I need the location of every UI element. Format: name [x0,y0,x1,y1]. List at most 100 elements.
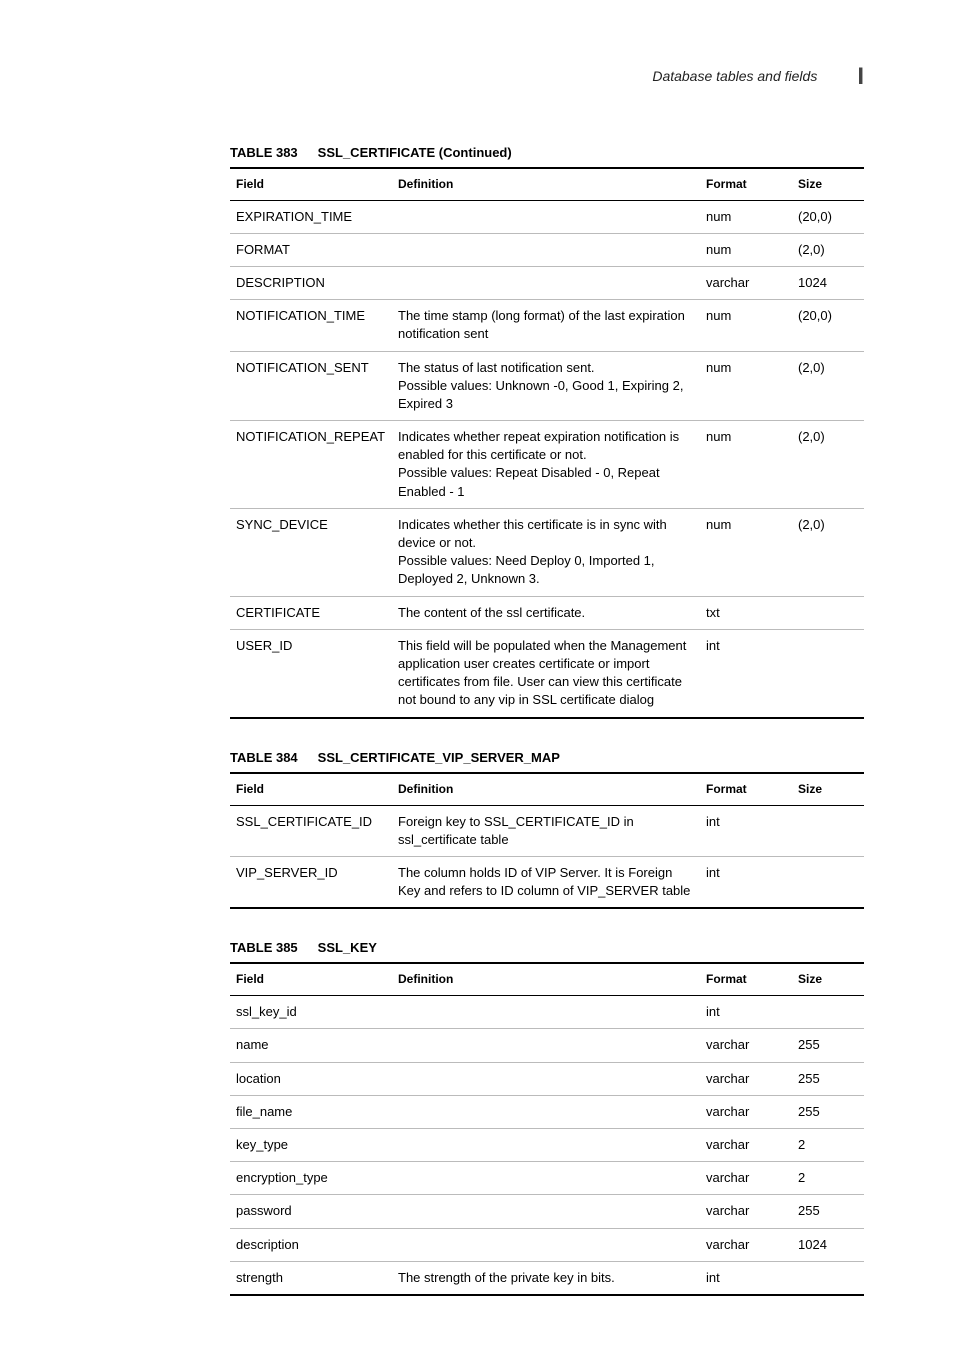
cell-size [792,629,864,717]
table-number: TABLE 385 [230,940,298,955]
cell-field: USER_ID [230,629,392,717]
table-row: NOTIFICATION_TIMEThe time stamp (long fo… [230,300,864,351]
page-header: Database tables and fields I [230,60,864,94]
cell-size: 255 [792,1095,864,1128]
table-number: TABLE 384 [230,750,298,765]
cell-field: key_type [230,1128,392,1161]
cell-definition [392,1162,700,1195]
column-header-field: Field [230,963,392,995]
cell-format: int [700,856,792,908]
cell-definition: Indicates whether repeat expiration noti… [392,421,700,509]
cell-field: location [230,1062,392,1095]
cell-format: varchar [700,1162,792,1195]
cell-field: ssl_key_id [230,996,392,1029]
cell-size: 2 [792,1128,864,1161]
cell-format: int [700,1261,792,1295]
cell-field: password [230,1195,392,1228]
cell-definition: The content of the ssl certificate. [392,596,700,629]
cell-size: 1024 [792,1228,864,1261]
cell-definition [392,200,700,233]
table-row: SSL_CERTIFICATE_IDForeign key to SSL_CER… [230,805,864,856]
table-row: EXPIRATION_TIMEnum(20,0) [230,200,864,233]
table-row: description varchar1024 [230,1228,864,1261]
cell-size [792,805,864,856]
table-row: FORMATnum(2,0) [230,233,864,266]
table-caption: TABLE 385 SSL_KEY [230,939,864,957]
cell-field: description [230,1228,392,1261]
cell-size: 1024 [792,266,864,299]
table-row: strengthThe strength of the private key … [230,1261,864,1295]
cell-format: varchar [700,1062,792,1095]
cell-definition: This field will be populated when the Ma… [392,629,700,717]
cell-size: 255 [792,1062,864,1095]
table-row: SYNC_DEVICEIndicates whether this certif… [230,508,864,596]
table-caption: TABLE 384 SSL_CERTIFICATE_VIP_SERVER_MAP [230,749,864,767]
db-table: FieldDefinitionFormatSizessl_key_idintna… [230,962,864,1295]
cell-definition: The column holds ID of VIP Server. It is… [392,856,700,908]
cell-size: (2,0) [792,351,864,421]
cell-field: CERTIFICATE [230,596,392,629]
cell-field: SSL_CERTIFICATE_ID [230,805,392,856]
table-number: TABLE 383 [230,145,298,160]
cell-size [792,996,864,1029]
cell-format: num [700,233,792,266]
column-header-field: Field [230,773,392,805]
table-row: NOTIFICATION_SENTThe status of last noti… [230,351,864,421]
cell-field: VIP_SERVER_ID [230,856,392,908]
cell-size [792,856,864,908]
table-row: file_namevarchar255 [230,1095,864,1128]
table-row: VIP_SERVER_IDThe column holds ID of VIP … [230,856,864,908]
table-row: encryption_type varchar2 [230,1162,864,1195]
db-table: FieldDefinitionFormatSizeEXPIRATION_TIME… [230,167,864,719]
column-header-format: Format [700,168,792,200]
cell-format: int [700,805,792,856]
column-header-field: Field [230,168,392,200]
cell-format: varchar [700,1128,792,1161]
cell-format: varchar [700,1029,792,1062]
cell-definition: Foreign key to SSL_CERTIFICATE_ID in ssl… [392,805,700,856]
db-table: FieldDefinitionFormatSizeSSL_CERTIFICATE… [230,772,864,910]
column-header-format: Format [700,773,792,805]
cell-size: 255 [792,1029,864,1062]
cell-size: (20,0) [792,300,864,351]
cell-field: name [230,1029,392,1062]
cell-format: num [700,421,792,509]
column-header-size: Size [792,963,864,995]
cell-format: int [700,996,792,1029]
table-caption: TABLE 383SSL_CERTIFICATE (Continued) [230,144,864,162]
cell-size: (2,0) [792,421,864,509]
cell-size [792,596,864,629]
table-row: ssl_key_id int [230,996,864,1029]
table-row: passwordvarchar255 [230,1195,864,1228]
cell-field: encryption_type [230,1162,392,1195]
table-row: location varchar255 [230,1062,864,1095]
cell-size: 2 [792,1162,864,1195]
cell-field: file_name [230,1095,392,1128]
cell-field: NOTIFICATION_TIME [230,300,392,351]
cell-format: int [700,629,792,717]
cell-size [792,1261,864,1295]
column-header-size: Size [792,773,864,805]
cell-definition [392,266,700,299]
cell-definition: The status of last notification sent.Pos… [392,351,700,421]
table-row: name varchar255 [230,1029,864,1062]
cell-definition: The strength of the private key in bits. [392,1261,700,1295]
cell-format: varchar [700,1228,792,1261]
cell-field: SYNC_DEVICE [230,508,392,596]
cell-format: num [700,508,792,596]
header-title: Database tables and fields [652,67,817,87]
cell-definition [392,1095,700,1128]
table-name: SSL_KEY [318,940,377,955]
cell-format: varchar [700,266,792,299]
cell-size: (20,0) [792,200,864,233]
cell-definition [392,1228,700,1261]
cell-definition: The time stamp (long format) of the last… [392,300,700,351]
column-header-definition: Definition [392,773,700,805]
cell-format: varchar [700,1195,792,1228]
table-name: SSL_CERTIFICATE_VIP_SERVER_MAP [318,750,560,765]
cell-definition [392,1062,700,1095]
cell-field: NOTIFICATION_SENT [230,351,392,421]
table-row: key_type varchar2 [230,1128,864,1161]
cell-size: (2,0) [792,508,864,596]
tables-container: TABLE 383SSL_CERTIFICATE (Continued) Fiel… [230,144,864,1296]
